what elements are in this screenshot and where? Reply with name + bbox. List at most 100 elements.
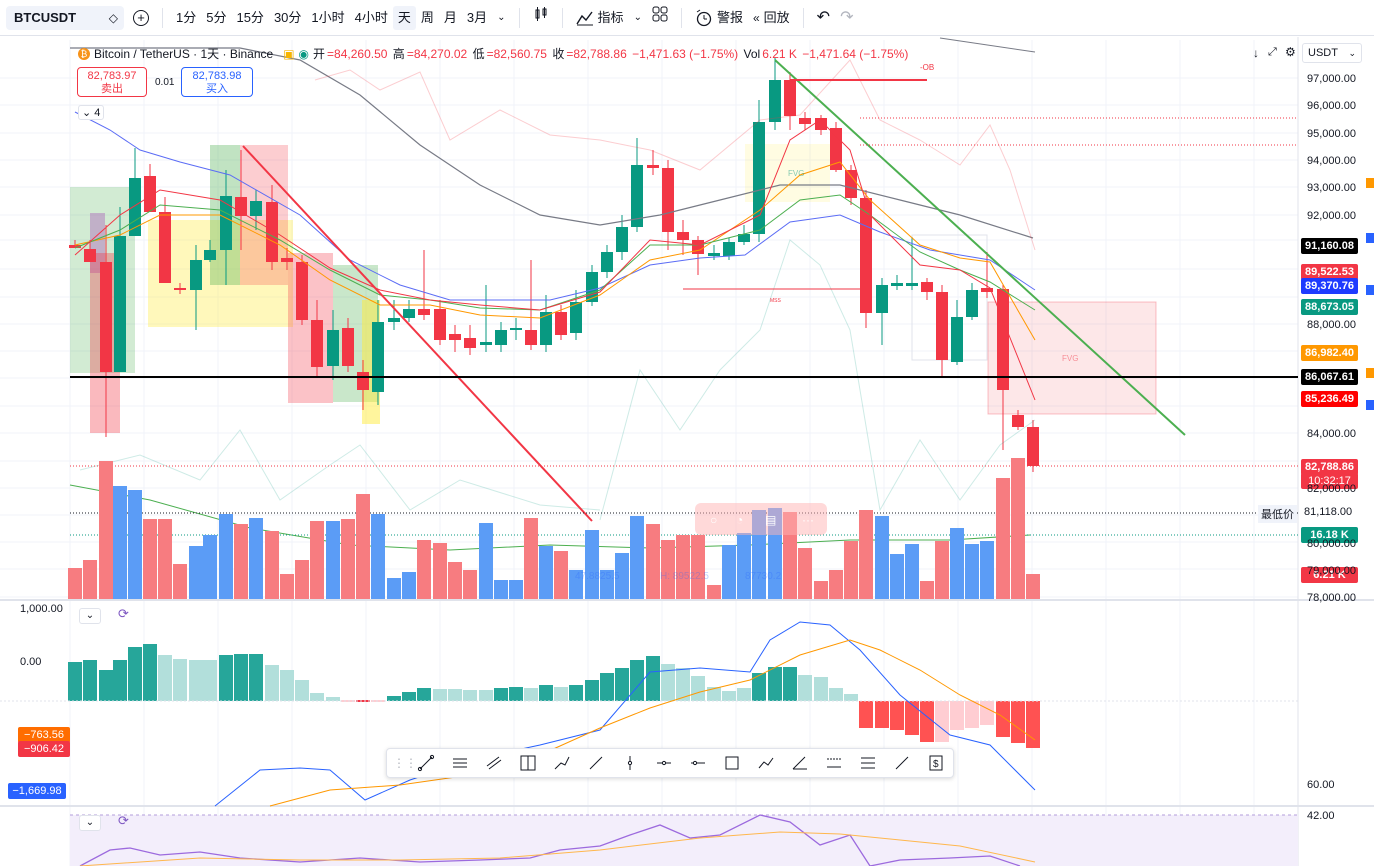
candle-body xyxy=(708,253,720,256)
indicators-icon xyxy=(575,11,593,25)
candle-body xyxy=(204,250,216,260)
price-tick: 82,000.00 xyxy=(1307,483,1356,495)
candle-body xyxy=(235,197,247,216)
path-tool-button[interactable] xyxy=(783,749,817,777)
volume-bar xyxy=(829,570,843,599)
candle-body xyxy=(677,232,689,240)
symbol-title: Bitcoin / TetherUS · 1天 · Binance xyxy=(94,47,274,61)
timeframe-1m[interactable]: 1分 xyxy=(176,9,197,25)
volume-bar xyxy=(158,519,172,599)
drag-handle-icon[interactable]: ⋮⋮ xyxy=(393,756,417,770)
macd-histogram-bar xyxy=(1011,701,1025,743)
price-range-tool-button[interactable] xyxy=(885,749,919,777)
macd-histogram-bar xyxy=(585,680,599,701)
candle-body xyxy=(342,328,354,366)
horizontal-lines-tool-button[interactable] xyxy=(443,749,477,777)
candle-body xyxy=(799,118,811,124)
replay-button[interactable]: « 回放 xyxy=(748,6,795,30)
volume-bar xyxy=(509,580,523,599)
timeframe-3mo[interactable]: 3月 xyxy=(466,9,488,25)
refresh-icon[interactable]: ⟳ xyxy=(118,813,129,828)
volume-bar xyxy=(417,540,431,599)
volume-bar xyxy=(585,530,599,599)
candle-body xyxy=(434,309,446,340)
volume-bar xyxy=(113,486,127,599)
sell-label: 卖出 xyxy=(101,83,123,95)
indicators-button[interactable]: 指标 xyxy=(571,6,629,30)
date-range-tool-button[interactable]: $ xyxy=(919,749,953,777)
undo-button[interactable]: ↶ xyxy=(812,6,835,30)
divider xyxy=(802,7,804,28)
divider xyxy=(162,7,163,28)
timeframe-30m[interactable]: 30分 xyxy=(273,9,302,25)
chevron-down-icon: ⌄ xyxy=(85,817,95,828)
timeframe-1w[interactable]: 周 xyxy=(420,9,434,25)
sell-button[interactable]: 82,783.97 卖出 xyxy=(77,67,147,97)
scale-arrow-icon[interactable]: ↓ xyxy=(1253,46,1259,60)
refresh-icon[interactable]: ⟳ xyxy=(118,606,129,621)
macd-histogram-bar xyxy=(691,676,705,701)
edge-marker xyxy=(1366,400,1374,410)
long-position-tool-button[interactable] xyxy=(817,749,851,777)
layouts-button[interactable] xyxy=(647,6,673,30)
macd-histogram-bar xyxy=(173,659,187,701)
alert-button[interactable]: 警报 xyxy=(690,6,748,30)
compare-icon[interactable]: ▣ xyxy=(283,46,295,61)
redo-button[interactable]: ↷ xyxy=(835,6,858,30)
volume-bar xyxy=(371,514,385,599)
volume-bar xyxy=(920,581,934,599)
pitchfork-tool-button[interactable] xyxy=(511,749,545,777)
timeframe-4h[interactable]: 4小时 xyxy=(354,9,388,25)
fib-retracement-tool-button[interactable] xyxy=(545,749,579,777)
symbol-search[interactable]: BTCUSDT ◇ xyxy=(6,5,124,30)
macd-histogram-bar xyxy=(113,660,127,701)
currency-select[interactable]: USDT ⌄ xyxy=(1302,43,1362,63)
macd-histogram-bar xyxy=(844,694,858,701)
candle-body xyxy=(311,320,323,367)
chart-area[interactable]: FVG FVG -OB MSS 47.8825.5 H: 89522.5 87730.2 ○ ◔… xyxy=(0,37,1374,866)
ohlc-values: 开 =84,260.50 高 =84,270.02 低 =82,560.75 收 =82… xyxy=(313,45,910,62)
timeframe-15m[interactable]: 15分 xyxy=(236,9,264,25)
indicators-dropdown-chevron-icon[interactable]: ⌄ xyxy=(633,11,642,23)
candle-body xyxy=(129,178,141,236)
buy-button[interactable]: 82,783.98 买入 xyxy=(181,67,253,97)
edge-marker xyxy=(1366,233,1374,243)
rsi-collapse-button[interactable]: ⌄ xyxy=(79,815,101,831)
timeframe-1d[interactable]: 天 xyxy=(392,5,416,30)
candle-type-button[interactable] xyxy=(528,6,554,30)
horizontal-ray-tool-button[interactable] xyxy=(715,749,749,777)
chart-canvas[interactable]: FVG FVG -OB MSS 47.8825.5 H: 89522.5 87730.2 ○ ◔… xyxy=(0,37,1374,866)
timeframe-1h[interactable]: 1小时 xyxy=(311,9,345,25)
macd-collapse-button[interactable]: ⌄ xyxy=(79,608,101,624)
gann-fan-tool-button[interactable] xyxy=(579,749,613,777)
fullscreen-icon[interactable]: ⤢ xyxy=(1268,46,1277,58)
rsi-ma-line xyxy=(79,831,1036,866)
eye-icon[interactable]: ◉ xyxy=(298,46,310,61)
candle-body xyxy=(951,317,963,362)
settings-gear-icon[interactable]: ⚙ xyxy=(1285,45,1296,59)
macd-histogram-bar xyxy=(890,701,904,730)
candle-body xyxy=(190,260,202,290)
vertical-line-tool-button[interactable] xyxy=(647,749,681,777)
parallel-channel-tool-button[interactable] xyxy=(477,749,511,777)
timeframe-5m[interactable]: 5分 xyxy=(206,9,227,25)
add-symbol-button[interactable]: + xyxy=(128,6,154,30)
horizontal-line-tool-button[interactable] xyxy=(681,749,715,777)
price-label: 89,522.53 xyxy=(1301,264,1358,280)
diamond-icon[interactable]: ◇ xyxy=(108,10,118,25)
candle-body xyxy=(662,168,674,232)
candle-body xyxy=(480,342,492,345)
candle-body xyxy=(327,330,339,366)
trend-line-tool-button[interactable] xyxy=(409,749,443,777)
rsi-band xyxy=(70,815,1298,866)
timeframe-1mo[interactable]: 月 xyxy=(443,9,457,25)
volume-bar xyxy=(280,574,294,599)
edge-marker xyxy=(1366,178,1374,188)
rectangle-tool-button[interactable] xyxy=(749,749,783,777)
macd-histogram-bar xyxy=(768,667,782,701)
short-position-tool-button[interactable] xyxy=(851,749,885,777)
timeframe-dropdown-chevron-icon[interactable]: ⌄ xyxy=(497,11,506,23)
macd-histogram-bar xyxy=(189,660,203,701)
indicator-collapse-button[interactable]: ⌄ 4 xyxy=(78,105,105,120)
ruler-tool-button[interactable] xyxy=(613,749,647,777)
